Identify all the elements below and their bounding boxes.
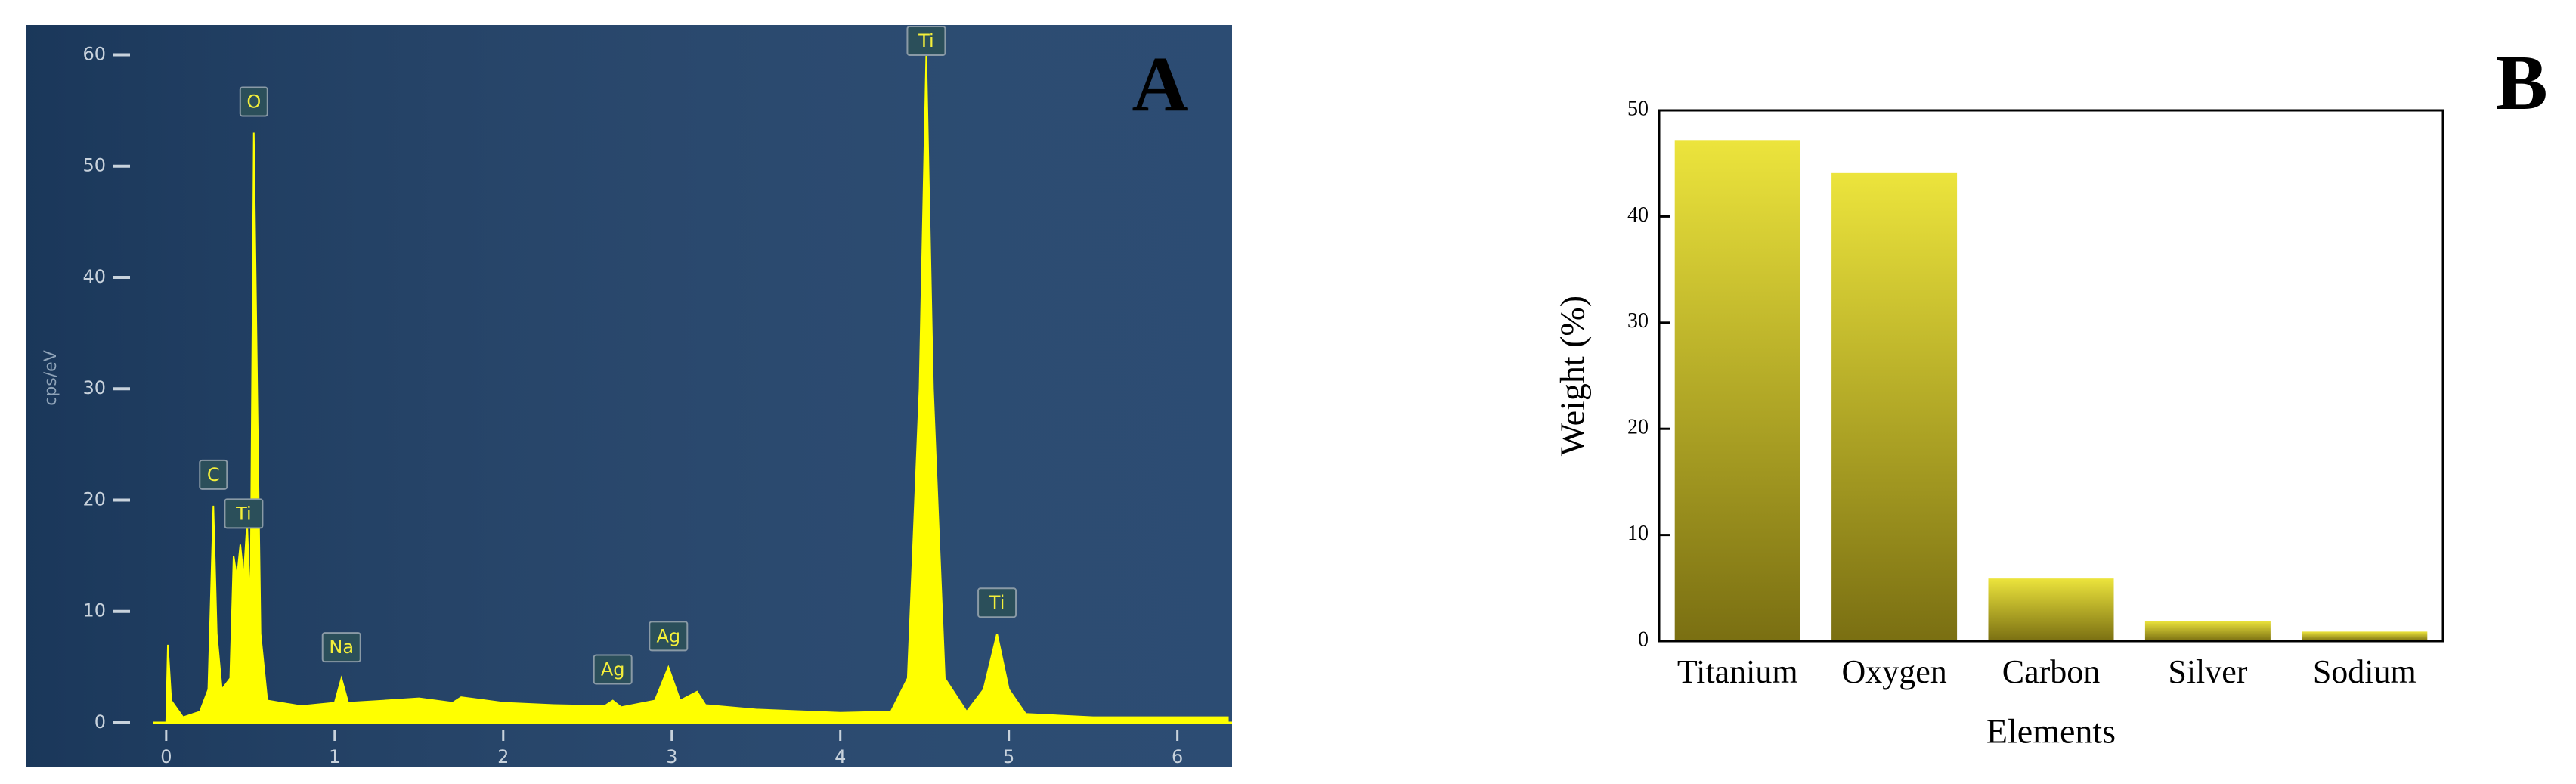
y-axis-label: Weight (%) — [1553, 296, 1592, 456]
x-tick-label: Sodium — [2313, 653, 2417, 690]
x-tick-label: 6 — [1172, 746, 1183, 767]
y-tick-label: 30 — [1627, 309, 1649, 333]
peak-label-box — [977, 587, 1017, 618]
peak-label-box — [199, 459, 228, 490]
peak-label: Na — [329, 637, 354, 658]
peak-label-box — [593, 654, 633, 685]
x-tick-label: Carbon — [2002, 653, 2101, 690]
plot-frame — [1658, 109, 2444, 643]
y-tick-label: 0 — [1638, 628, 1649, 651]
bar — [1674, 140, 1800, 641]
bar — [2302, 631, 2428, 641]
y-tick-label: 50 — [1627, 97, 1649, 120]
y-tick-label: 60 — [82, 43, 106, 64]
peak-label: Ti — [989, 592, 1005, 613]
y-tick-label: 10 — [82, 600, 106, 621]
y-tick-label: 40 — [82, 266, 106, 287]
x-tick-label: 0 — [160, 746, 172, 767]
bar — [2144, 621, 2271, 641]
y-tick-label: 20 — [1627, 416, 1649, 439]
peak-label: C — [207, 464, 220, 485]
panel-letter: B — [2495, 39, 2547, 126]
peak-label: Ti — [235, 503, 252, 524]
peak-label-box — [649, 621, 689, 652]
x-tick-label: 5 — [1003, 746, 1014, 767]
y-tick-label: 20 — [82, 488, 106, 510]
y-tick-label: 40 — [1627, 203, 1649, 227]
x-axis-label: Elements — [1986, 712, 2116, 751]
bar-panel: Titanium Oxygen Carbon Silver Sodium 0 10 20 30 4… — [1553, 39, 2548, 751]
y-tick-label: 50 — [82, 155, 106, 176]
spectrum-panel: 0 10 20 30 40 50 60 0 1 2 3 4 5 6 cps/eV C Ti O Na Ag Ag Ti Ti… — [26, 25, 1232, 767]
peak-label: O — [246, 91, 261, 113]
plot-shade — [26, 25, 1232, 767]
peak-label: Ti — [918, 30, 934, 51]
bar — [1988, 578, 2114, 641]
y-tick-label: 0 — [94, 711, 106, 733]
x-tick-label: 3 — [666, 746, 677, 767]
peak-label-box — [321, 632, 361, 663]
peak-label-box — [239, 86, 268, 117]
y-tick-label: 10 — [1627, 522, 1649, 545]
spectrum-area — [165, 54, 1229, 724]
x-tick-label: 1 — [329, 746, 340, 767]
x-tick-label: 2 — [497, 746, 509, 767]
x-tick-label: Silver — [2168, 653, 2247, 690]
peak-label-box — [224, 498, 264, 529]
x-tick-label: Oxygen — [1841, 653, 1946, 690]
peak-label-box — [906, 26, 946, 56]
y-axis-label: cps/eV — [42, 350, 60, 406]
bar — [1831, 172, 1958, 641]
y-tick-label: 30 — [82, 377, 106, 398]
peak-label: Ag — [656, 625, 680, 646]
peak-label: Ag — [601, 659, 625, 680]
x-tick-label: 4 — [834, 746, 846, 767]
panel-letter: A — [1132, 41, 1188, 128]
x-tick-label: Titanium — [1677, 653, 1798, 690]
